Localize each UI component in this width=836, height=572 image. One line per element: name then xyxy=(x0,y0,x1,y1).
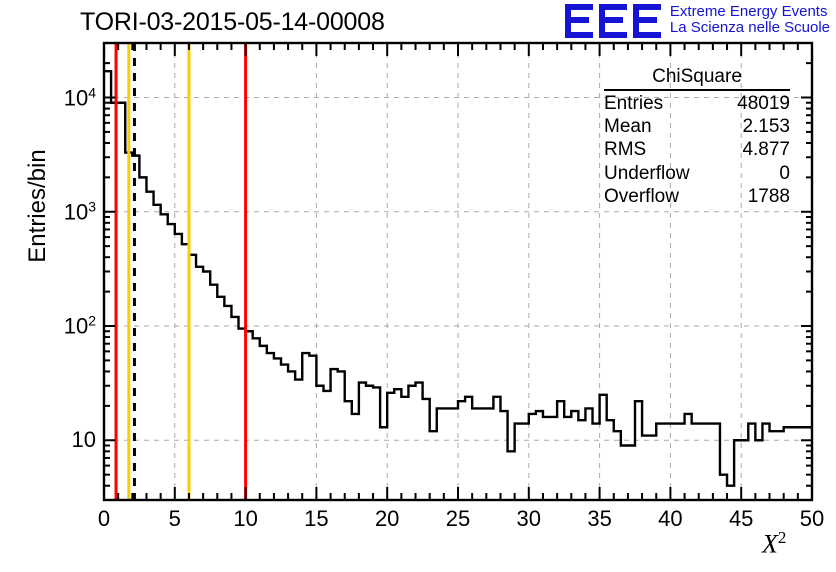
x-tick-label: 20 xyxy=(374,506,400,531)
eee-logo-text: Extreme Energy Events La Scienza nelle S… xyxy=(670,2,830,36)
stats-box-rows: Entries 48019 Mean 2.153 RMS 4.877 Underflow 0 O… xyxy=(604,92,790,208)
x-tick-label: 35 xyxy=(587,506,612,531)
stats-row: Overflow 1788 xyxy=(604,185,790,208)
y-tick-label: 103 xyxy=(63,198,96,225)
x-axis-title-exponent: 2 xyxy=(777,528,787,547)
stats-row: Mean 2.153 xyxy=(604,115,790,138)
x-tick-label: 10 xyxy=(233,506,258,531)
y-tick-label: 104 xyxy=(63,83,96,111)
stats-row-value: 0 xyxy=(779,162,790,184)
stats-row: RMS 4.877 xyxy=(604,138,790,161)
stats-row-value: 2.153 xyxy=(742,116,790,138)
eee-logo: Extreme Energy Events La Scienza nelle S… xyxy=(564,2,830,40)
stats-box-title: ChiSquare xyxy=(604,66,790,91)
x-tick-label: 15 xyxy=(304,506,329,531)
x-tick-label: 50 xyxy=(799,506,825,531)
y-tick-label: 10 xyxy=(71,427,96,453)
stats-box: ChiSquare Entries 48019 Mean 2.153 RMS 4.877 U… xyxy=(604,66,790,208)
stats-row-key: Mean xyxy=(604,116,652,138)
stats-row-value: 48019 xyxy=(737,93,790,114)
stats-row: Entries 48019 xyxy=(604,92,790,115)
histogram-trace xyxy=(104,69,812,487)
eee-logo-line2: La Scienza nelle Scuole xyxy=(669,19,830,37)
x-tick-label: 25 xyxy=(445,506,471,531)
stats-row-value: 1788 xyxy=(747,185,790,207)
page-title: TORI-03-2015-05-14-00008 xyxy=(80,8,385,36)
x-axis-title: X2 xyxy=(762,528,786,560)
stats-row: Underflow 0 xyxy=(604,162,790,185)
x-tick-label: 45 xyxy=(728,506,754,531)
y-tick-exponent: 3 xyxy=(88,198,96,215)
eee-logo-icon xyxy=(564,4,661,38)
y-tick-exponent: 2 xyxy=(88,312,96,329)
stats-row-key: Overflow xyxy=(604,185,679,207)
stats-row-key: Entries xyxy=(604,93,664,114)
y-tick-exponent: 4 xyxy=(88,83,96,100)
stats-row-key: RMS xyxy=(604,139,647,161)
x-tick-label: 0 xyxy=(97,506,111,531)
x-axis-title-base: X xyxy=(762,529,778,559)
stats-row-value: 4.877 xyxy=(742,139,790,161)
y-tick-label: 102 xyxy=(63,312,96,339)
x-tick-label: 30 xyxy=(516,506,542,531)
eee-logo-line1: Extreme Energy Events xyxy=(669,3,828,20)
stats-row-key: Underflow xyxy=(604,162,690,184)
x-tick-label: 40 xyxy=(658,506,683,531)
x-tick-label: 5 xyxy=(168,506,181,531)
